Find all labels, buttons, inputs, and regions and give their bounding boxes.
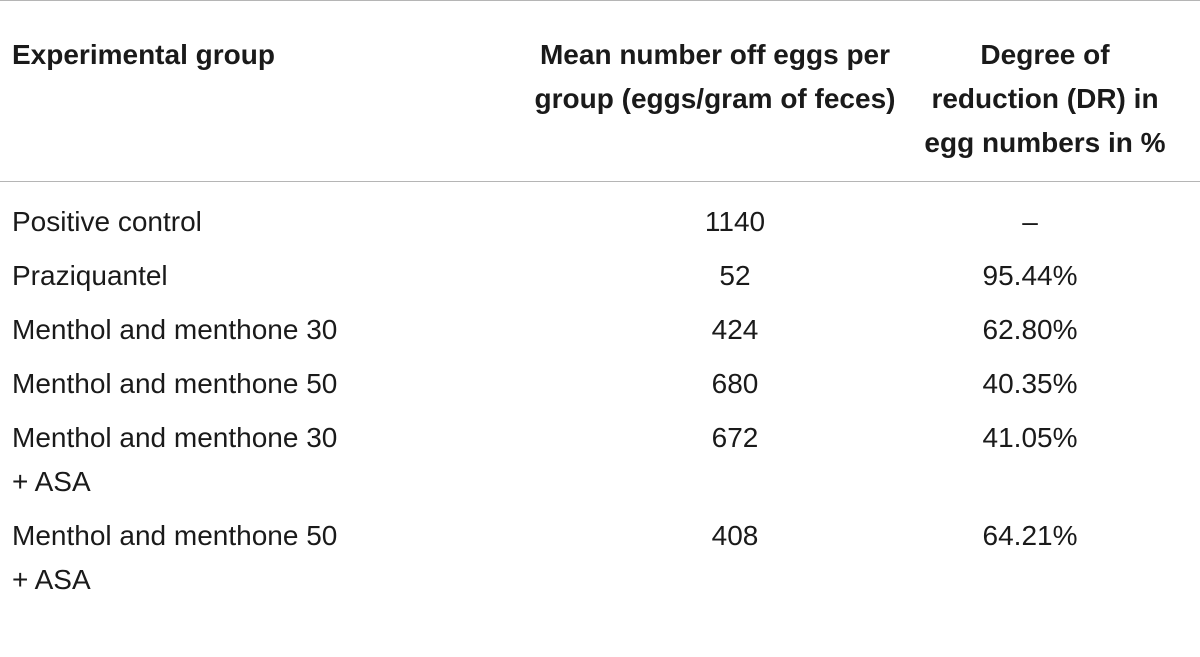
cell-group: Praziquantel	[12, 260, 168, 291]
table-header: Experimental group Mean number off eggs …	[0, 0, 1200, 182]
cell-reduction: 64.21%	[982, 520, 1078, 551]
cell-group: Positive control	[12, 206, 202, 237]
cell-reduction: –	[1022, 206, 1038, 237]
cell-reduction: 41.05%	[982, 422, 1078, 453]
header-row: Experimental group Mean number off eggs …	[0, 0, 1200, 182]
cell-group: Menthol and menthone 50 + ASA	[12, 520, 338, 595]
cell-reduction: 40.35%	[982, 368, 1078, 399]
header-degree-of-reduction: Degree of reduction (DR) in egg numbers …	[924, 39, 1166, 158]
table-row: Menthol and menthone 50 + ASA 408 64.21%	[0, 514, 1200, 602]
cell-reduction: 95.44%	[982, 260, 1078, 291]
header-mean-eggs: Mean number off eggs per group (eggs/gra…	[534, 39, 896, 114]
table-row: Positive control 1140 –	[0, 182, 1200, 255]
cell-reduction: 62.80%	[982, 314, 1078, 345]
cell-mean: 680	[711, 368, 759, 399]
cell-group: Menthol and menthone 30 + ASA	[12, 422, 338, 497]
table-row: Menthol and menthone 30 + ASA 672 41.05%	[0, 416, 1200, 514]
header-experimental-group: Experimental group	[12, 39, 275, 70]
table-body: Positive control 1140 – Praziquantel 52 …	[0, 182, 1200, 603]
table-row: Menthol and menthone 50 680 40.35%	[0, 362, 1200, 416]
data-table-container: Experimental group Mean number off eggs …	[0, 0, 1200, 603]
cell-mean: 1140	[704, 206, 766, 237]
cell-mean: 408	[711, 520, 759, 551]
table-row: Praziquantel 52 95.44%	[0, 254, 1200, 308]
cell-group: Menthol and menthone 30	[12, 314, 338, 345]
table-row: Menthol and menthone 30 424 62.80%	[0, 308, 1200, 362]
cell-mean: 424	[711, 314, 759, 345]
cell-mean: 672	[711, 422, 759, 453]
cell-group: Menthol and menthone 50	[12, 368, 338, 399]
cell-mean: 52	[719, 260, 751, 291]
egg-reduction-table: Experimental group Mean number off eggs …	[0, 0, 1200, 603]
